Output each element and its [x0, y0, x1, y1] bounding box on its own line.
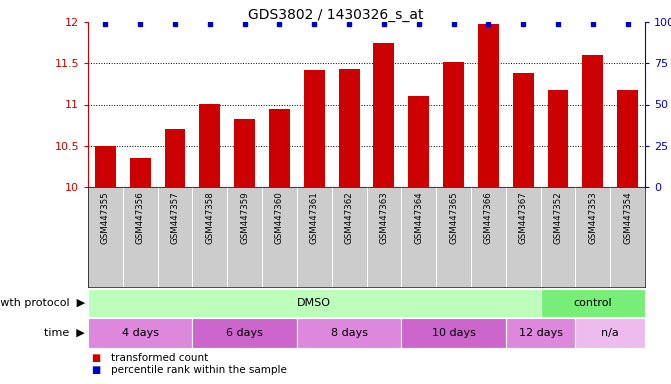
Text: GSM447357: GSM447357 — [170, 191, 180, 244]
Text: GSM447358: GSM447358 — [205, 191, 214, 244]
Bar — [541, 289, 645, 317]
Bar — [582, 55, 603, 187]
Bar — [130, 158, 151, 187]
Bar — [339, 69, 360, 187]
Text: GSM447366: GSM447366 — [484, 191, 493, 244]
Bar — [401, 318, 506, 348]
Bar — [193, 318, 297, 348]
Bar — [297, 318, 401, 348]
Text: ■: ■ — [91, 365, 101, 375]
Text: growth protocol  ▶: growth protocol ▶ — [0, 298, 85, 308]
Text: DMSO: DMSO — [297, 298, 331, 308]
Text: ■: ■ — [91, 353, 101, 363]
Text: n/a: n/a — [601, 328, 619, 338]
Bar — [478, 25, 499, 187]
Text: GSM447362: GSM447362 — [345, 191, 354, 244]
Bar — [88, 289, 541, 317]
Bar — [164, 129, 185, 187]
Bar — [269, 109, 290, 187]
Text: GDS3802 / 1430326_s_at: GDS3802 / 1430326_s_at — [248, 8, 423, 22]
Text: 8 days: 8 days — [331, 328, 368, 338]
Text: GSM447361: GSM447361 — [310, 191, 319, 244]
Text: GSM447365: GSM447365 — [449, 191, 458, 244]
Bar — [374, 43, 395, 187]
Bar — [88, 318, 193, 348]
Text: 12 days: 12 days — [519, 328, 562, 338]
Bar — [234, 119, 255, 187]
Text: time  ▶: time ▶ — [44, 328, 85, 338]
Bar — [548, 91, 568, 187]
Bar — [95, 146, 116, 187]
Bar — [575, 318, 645, 348]
Bar — [617, 89, 638, 187]
Text: GSM447360: GSM447360 — [275, 191, 284, 244]
Text: GSM447363: GSM447363 — [379, 191, 389, 244]
Text: GSM447355: GSM447355 — [101, 191, 110, 244]
Text: GSM447356: GSM447356 — [136, 191, 145, 244]
Text: GSM447354: GSM447354 — [623, 191, 632, 244]
Text: transformed count: transformed count — [111, 353, 209, 363]
Bar — [304, 70, 325, 187]
Bar — [513, 73, 533, 187]
Bar — [199, 104, 220, 187]
Text: GSM447353: GSM447353 — [588, 191, 597, 244]
Bar — [506, 318, 575, 348]
Text: percentile rank within the sample: percentile rank within the sample — [111, 365, 287, 375]
Text: control: control — [574, 298, 612, 308]
Text: GSM447364: GSM447364 — [414, 191, 423, 244]
Text: 4 days: 4 days — [121, 328, 159, 338]
Bar — [443, 61, 464, 187]
Text: 10 days: 10 days — [431, 328, 476, 338]
Text: 6 days: 6 days — [226, 328, 263, 338]
Bar — [408, 96, 429, 187]
Text: GSM447352: GSM447352 — [554, 191, 562, 244]
Text: GSM447367: GSM447367 — [519, 191, 527, 244]
Text: GSM447359: GSM447359 — [240, 191, 249, 243]
